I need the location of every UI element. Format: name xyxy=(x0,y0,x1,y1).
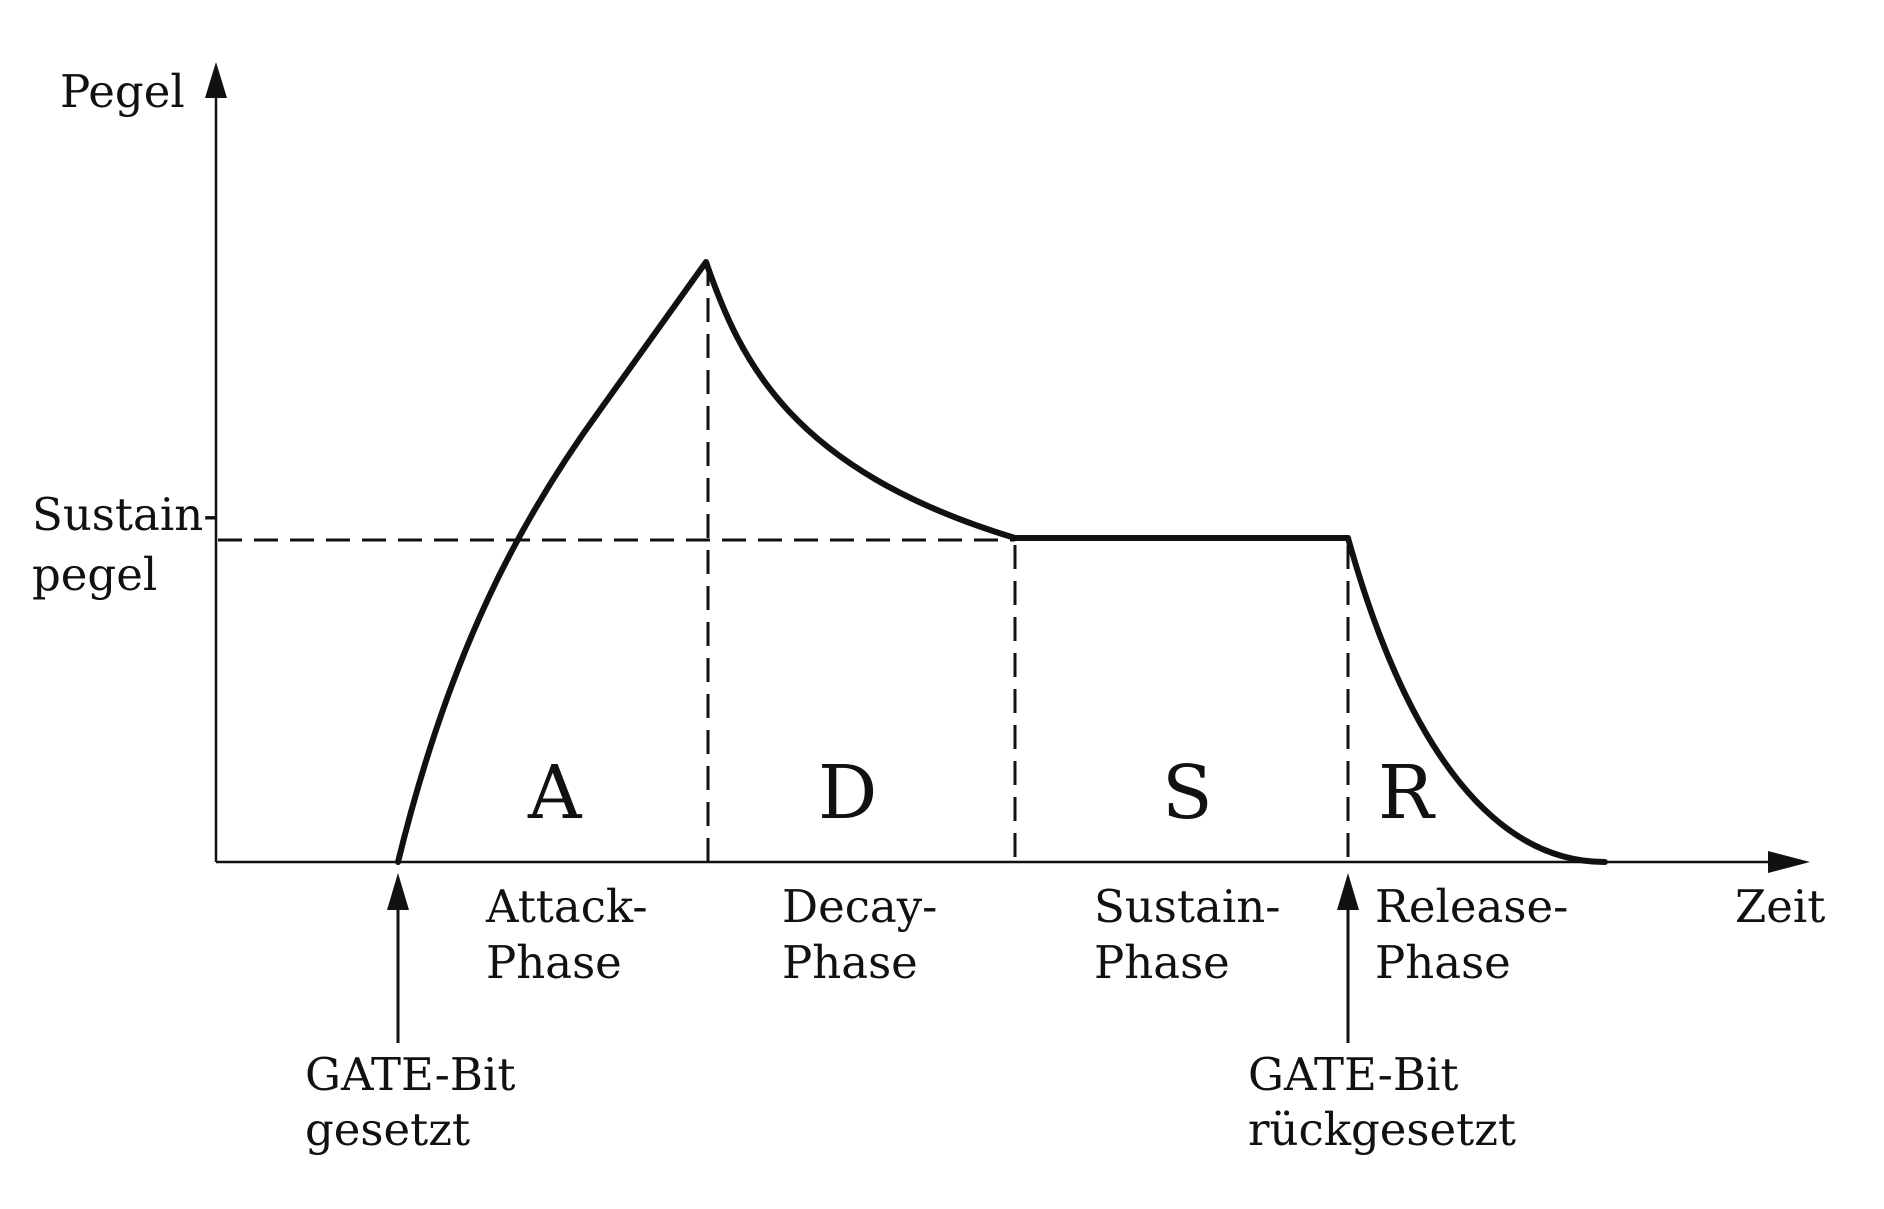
x-axis xyxy=(216,851,1810,873)
gate-set-label-line1: GATE-Bit xyxy=(305,1048,515,1101)
x-axis-label: Zeit xyxy=(1735,880,1825,933)
phase-label-sustain-line2: Phase xyxy=(1094,936,1230,989)
phase-letter-sustain: S xyxy=(1162,750,1213,836)
y-axis-arrowhead xyxy=(205,62,227,98)
phase-letter-release: R xyxy=(1378,750,1436,836)
gate-set-arrowhead xyxy=(387,873,409,910)
phase-letter-attack: A xyxy=(527,750,583,836)
phase-label-decay-line2: Phase xyxy=(782,936,918,989)
gate-reset-arrow xyxy=(1337,873,1359,1043)
phase-label-sustain-line1: Sustain- xyxy=(1094,880,1280,933)
sustain-level-label-line1: Sustain- xyxy=(32,488,218,541)
gate-reset-label-line1: GATE-Bit xyxy=(1248,1048,1458,1101)
phase-label-release-line1: Release- xyxy=(1375,880,1568,933)
phase-letter-decay: D xyxy=(818,750,877,836)
gate-reset-arrowhead xyxy=(1337,873,1359,910)
gate-reset-label-line2: rückgesetzt xyxy=(1248,1103,1516,1156)
y-axis-label: Pegel xyxy=(60,65,185,118)
gate-set-arrow xyxy=(387,873,409,1043)
phase-label-attack-line1: Attack- xyxy=(485,880,648,933)
sustain-level-label-line2: pegel xyxy=(32,548,157,601)
envelope-curve xyxy=(395,259,1608,865)
y-axis xyxy=(205,62,227,862)
gate-set-label-line2: gesetzt xyxy=(305,1103,470,1156)
phase-label-release-line2: Phase xyxy=(1375,936,1511,989)
phase-label-attack-line2: Phase xyxy=(486,936,622,989)
x-axis-arrowhead xyxy=(1768,851,1810,873)
phase-label-decay-line1: Decay- xyxy=(782,880,937,933)
